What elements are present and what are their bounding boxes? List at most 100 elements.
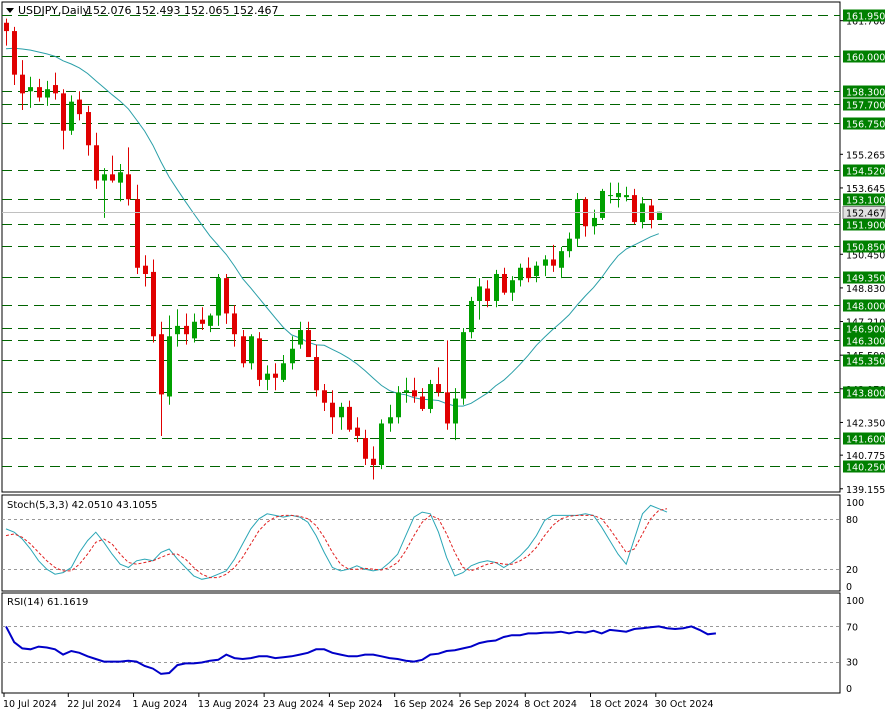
candle-body	[20, 74, 25, 94]
candle-body	[330, 402, 335, 418]
candle-body	[477, 286, 482, 301]
time-label: 13 Aug 2024	[198, 699, 259, 710]
indicator-tick-label: 0	[846, 582, 852, 593]
time-label: 4 Sep 2024	[328, 699, 382, 710]
candle-body	[453, 398, 458, 424]
level-label-box	[843, 354, 885, 367]
price-tick-label: 153.645	[846, 184, 885, 195]
time-label: 26 Sep 2024	[459, 699, 519, 710]
indicator-tick-label: 100	[846, 498, 864, 509]
indicator-tick-label: 100	[846, 596, 864, 607]
candle-body	[632, 195, 637, 223]
candle-body	[12, 31, 17, 75]
candle-body	[567, 238, 572, 252]
candle-body	[485, 288, 490, 301]
candle-body	[518, 267, 523, 281]
current-price-box	[842, 206, 886, 219]
dropdown-triangle-icon[interactable]	[6, 8, 14, 13]
level-label: 143.800	[846, 389, 885, 400]
level-label-box	[843, 98, 885, 111]
time-label: 22 Jul 2024	[67, 699, 121, 710]
current-price-label: 152.467	[846, 209, 885, 220]
price-tick-label: 155.265	[846, 150, 885, 161]
level-label-box	[843, 386, 885, 399]
level-label: 153.100	[846, 196, 885, 207]
candle-body	[339, 406, 344, 418]
time-label: 8 Oct 2024	[524, 699, 577, 710]
candle-body	[445, 392, 450, 424]
indicator-series-line	[5, 504, 668, 580]
candle-body	[257, 338, 262, 380]
level-label: 140.250	[846, 463, 885, 474]
candle-body	[232, 313, 237, 335]
level-label-box	[843, 460, 885, 473]
time-label: 1 Aug 2024	[133, 699, 188, 710]
candle-body	[241, 336, 246, 364]
rsi-panel-frame	[1, 592, 841, 694]
candle-body	[143, 265, 148, 274]
level-label: 150.850	[846, 243, 885, 254]
candle-body	[363, 438, 368, 459]
candle-body	[281, 363, 286, 380]
candle-body	[175, 325, 180, 335]
candle-body	[61, 93, 66, 131]
candle-body	[534, 265, 539, 277]
candle-body	[428, 384, 433, 409]
candle-body	[322, 390, 327, 403]
candle-body	[420, 396, 425, 409]
candle-body	[167, 336, 172, 397]
candle-body	[118, 172, 123, 183]
candle-body	[379, 423, 384, 466]
candle-body	[657, 211, 662, 221]
indicator-series-line	[5, 625, 717, 675]
indicator-tick-label: 70	[846, 622, 858, 633]
level-label-box	[843, 299, 885, 312]
candle-body	[559, 251, 564, 268]
candle-body	[371, 458, 376, 466]
level-label: 158.300	[846, 88, 885, 99]
stoch-axis: 100 80 20 0	[846, 498, 864, 593]
candle-body	[200, 319, 205, 324]
level-label-box	[843, 218, 885, 231]
stoch-lines	[5, 504, 668, 580]
level-label: 146.900	[846, 325, 885, 336]
candle-body	[28, 87, 33, 92]
sma-line	[5, 47, 659, 407]
candle-body	[404, 390, 409, 393]
stoch-title: Stoch(5,3,3) 42.0510 43.1055	[7, 500, 158, 511]
ohlc-values: 152.076 152.493 152.065 152.467	[86, 4, 278, 17]
candle-body	[388, 417, 393, 424]
level-label: 148.000	[846, 302, 885, 313]
level-label: 151.900	[846, 221, 885, 232]
candle-body	[608, 195, 613, 197]
time-label: 10 Jul 2024	[3, 699, 57, 710]
indicator-tick-label: 0	[846, 684, 852, 695]
time-label: 30 Oct 2024	[655, 699, 714, 710]
candle-body	[102, 174, 107, 181]
price-tick-label: 142.350	[846, 418, 885, 429]
price-tick-label: 150.450	[846, 250, 885, 261]
candle-body	[69, 101, 74, 131]
time-label: 23 Aug 2024	[263, 699, 324, 710]
candle-body	[347, 406, 352, 430]
time-label: 16 Sep 2024	[394, 699, 454, 710]
price-tick-label: 140.775	[846, 451, 885, 462]
candle-body	[461, 332, 466, 399]
candle-body	[86, 112, 91, 146]
candle-body	[53, 85, 58, 94]
stoch-panel: 100 80 20 0 Stoch(5,3,3) 42.0510 43.1055	[1, 494, 864, 593]
candle-body	[502, 273, 507, 293]
candle-body	[37, 87, 42, 98]
candle-body	[45, 89, 50, 98]
level-label: 161.950	[846, 12, 885, 23]
candle-body	[298, 330, 303, 345]
symbol-label: USDJPY,Daily	[18, 4, 90, 17]
candle-body	[412, 390, 417, 397]
candle-body	[355, 427, 360, 436]
level-label-box	[843, 334, 885, 347]
level-label: 160.000	[846, 53, 885, 64]
candle-body	[273, 373, 278, 378]
level-label-box	[843, 85, 885, 98]
level-label: 145.350	[846, 357, 885, 368]
